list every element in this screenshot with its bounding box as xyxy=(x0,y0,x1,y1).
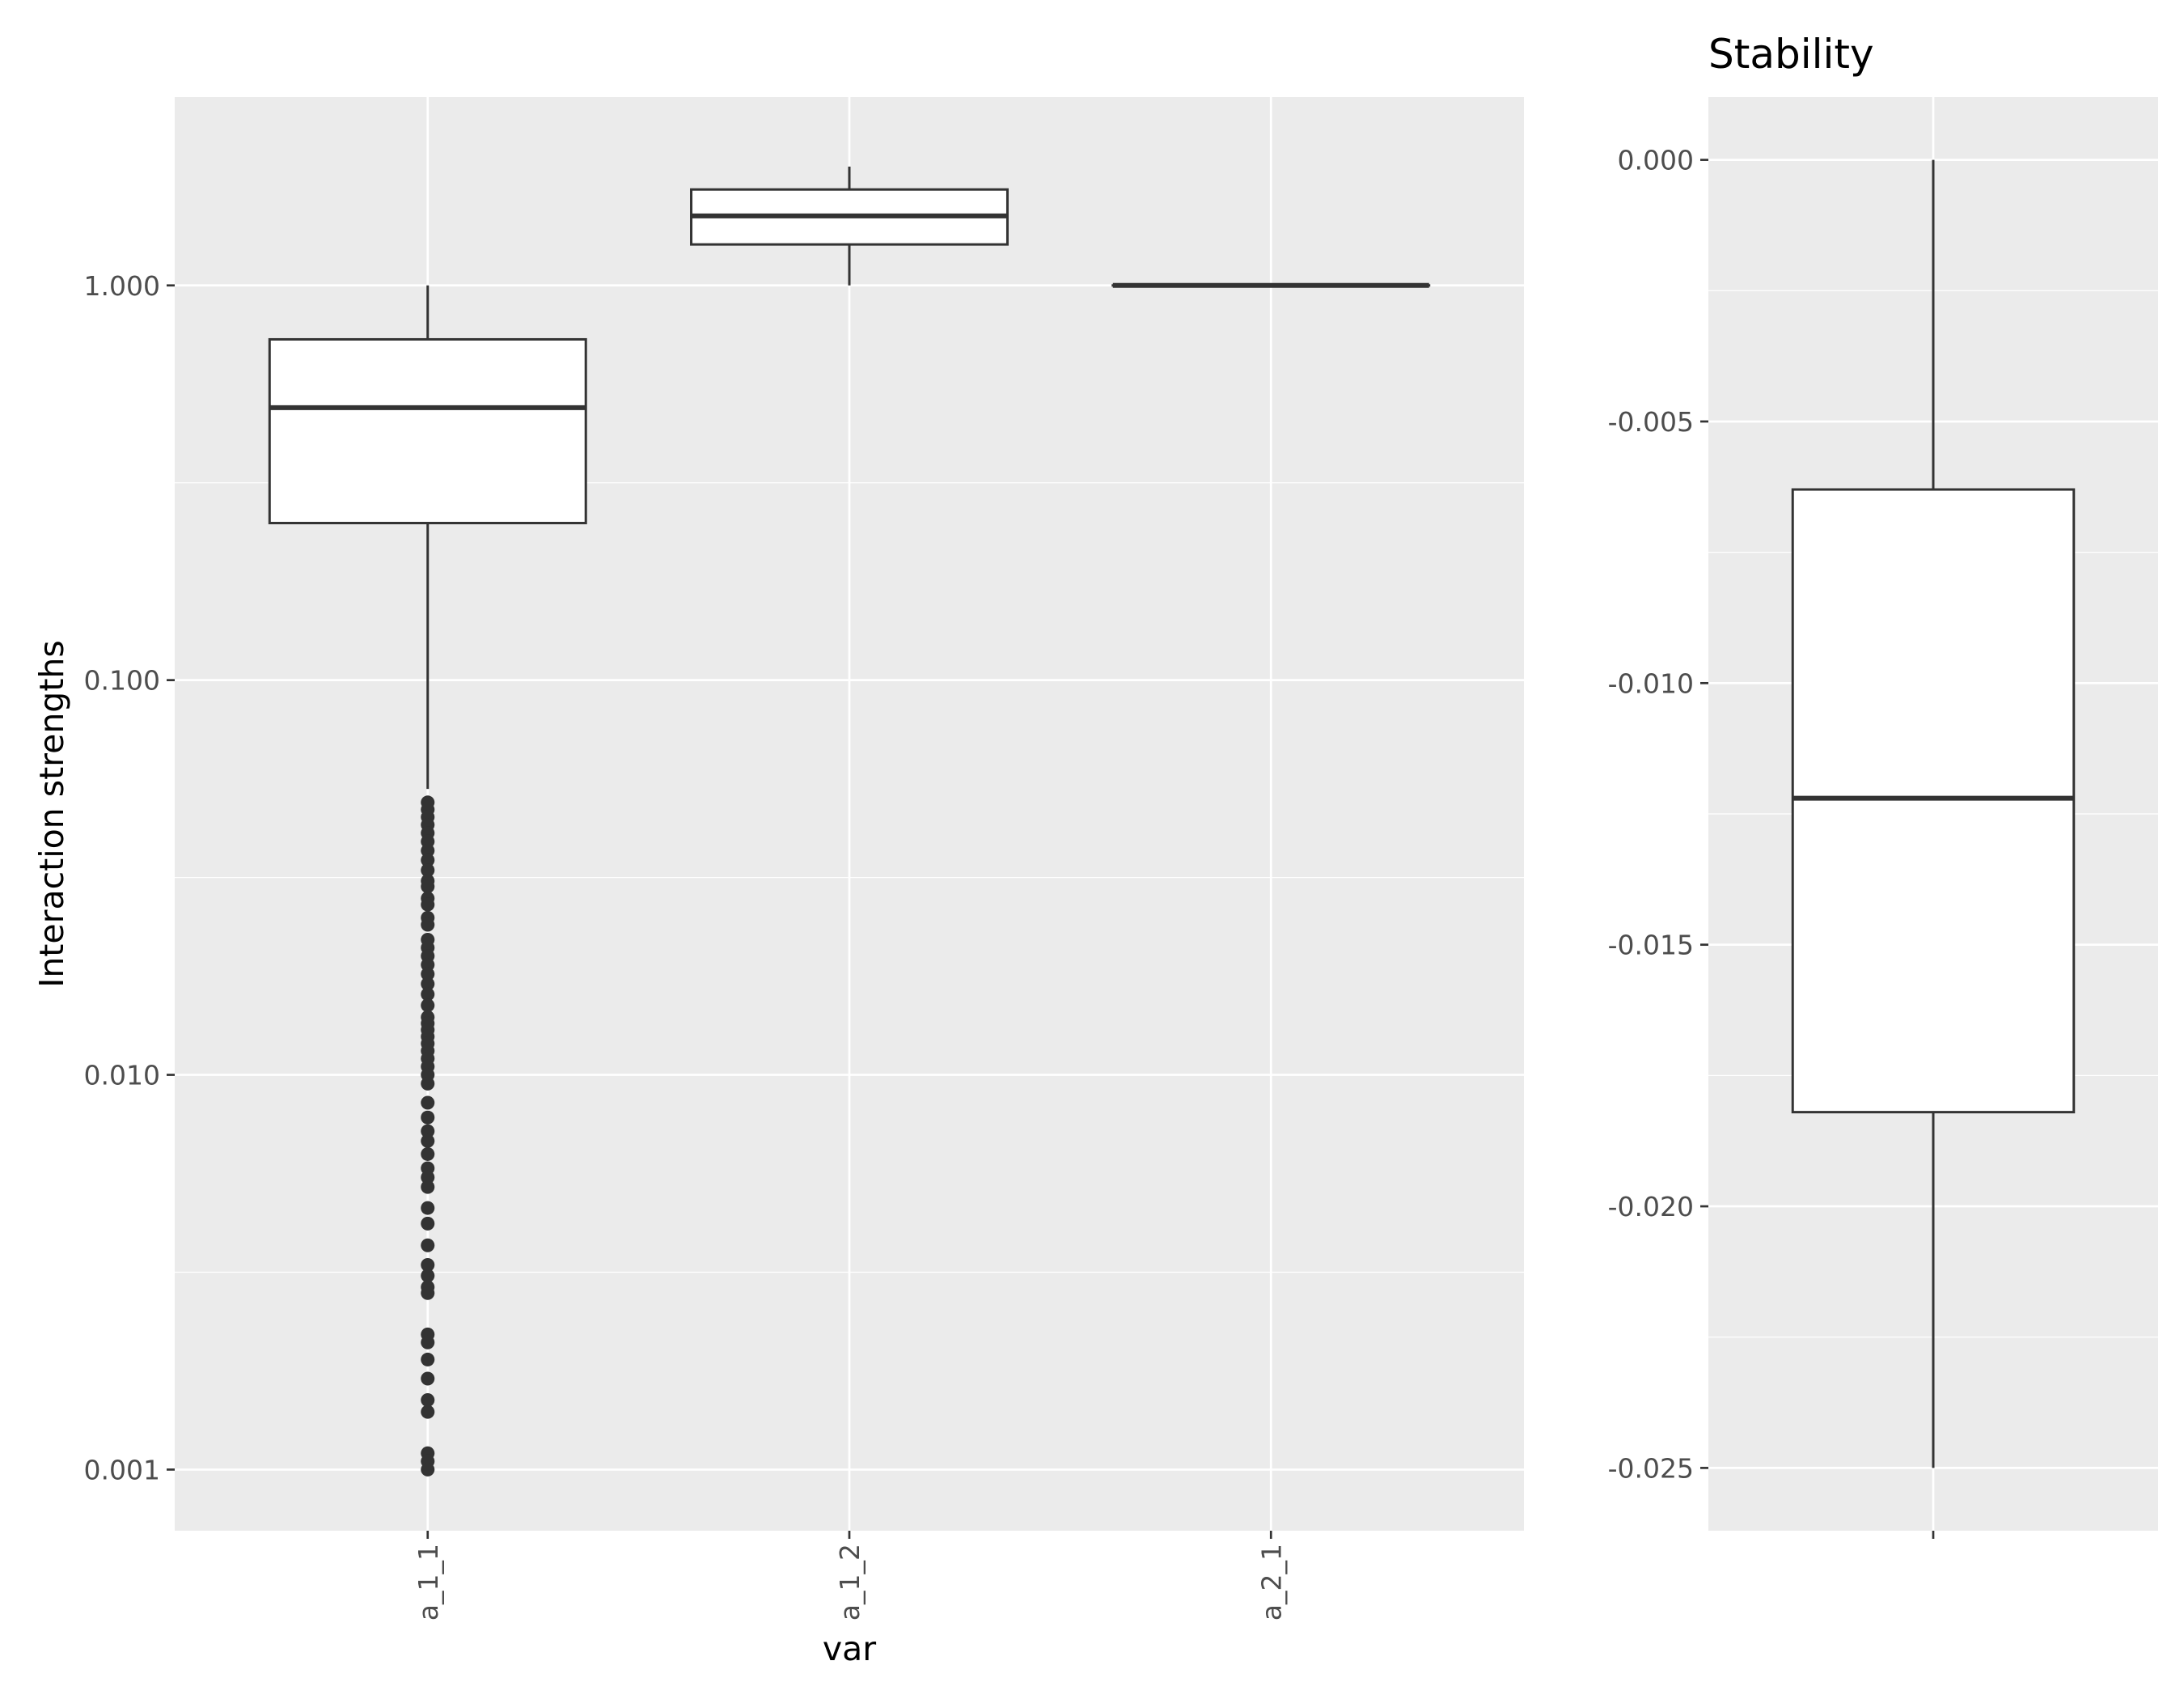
y-tick-label: 0.000 xyxy=(1618,145,1694,176)
boxplot-marks xyxy=(1791,159,2076,1468)
outlier-point xyxy=(421,1238,435,1252)
y-tick-label: 0.100 xyxy=(84,665,160,697)
outlier-point xyxy=(421,1076,435,1091)
outlier-point xyxy=(421,1110,435,1125)
outlier-point xyxy=(421,1146,435,1161)
outlier-point xyxy=(421,1335,435,1349)
panel-title: Stability xyxy=(1708,31,1874,78)
y-tick-label: 0.010 xyxy=(84,1060,160,1091)
outlier-point xyxy=(421,967,435,981)
boxplot-marks xyxy=(268,166,1431,1477)
outlier-point xyxy=(421,1462,435,1477)
outlier-point xyxy=(421,998,435,1013)
x-tick-label: a_1_2 xyxy=(834,1544,866,1621)
y-tick-label: -0.025 xyxy=(1608,1452,1694,1484)
outlier-point xyxy=(421,1286,435,1300)
outlier-point xyxy=(421,853,435,867)
outlier-point xyxy=(421,1257,435,1272)
outlier-point xyxy=(421,1124,435,1138)
outlier-point xyxy=(421,863,435,878)
x-tick-label: a_1_1 xyxy=(413,1544,444,1621)
outlier-point xyxy=(421,1393,435,1408)
y-tick-label: 0.001 xyxy=(84,1454,160,1485)
x-axis-ticks: a_1_1 a_1_2 a_2_1 xyxy=(413,1531,1287,1621)
y-tick-label: -0.010 xyxy=(1608,667,1694,699)
outlier-point xyxy=(421,1269,435,1283)
box-a_1_1 xyxy=(268,337,587,525)
outlier-point xyxy=(421,1352,435,1366)
x-tick-label: a_2_1 xyxy=(1255,1544,1287,1621)
y-tick-label: 1.000 xyxy=(84,270,160,302)
y-axis-title: Interaction strengths xyxy=(32,640,71,988)
outlier-point xyxy=(421,987,435,1002)
stability-box xyxy=(1791,488,2076,1114)
outlier-point xyxy=(421,897,435,912)
outlier-point xyxy=(421,1180,435,1194)
outlier-point xyxy=(421,1095,435,1110)
outlier-point xyxy=(421,1201,435,1215)
outlier-point xyxy=(421,843,435,858)
outlier-point xyxy=(421,1170,435,1184)
interaction-strengths-panel: 0.001 0.010 0.100 1.000 a_1_1 a_1_2 a_2_1 Int… xyxy=(32,97,1524,1668)
y-tick-label: -0.020 xyxy=(1608,1191,1694,1222)
outlier-point xyxy=(421,977,435,991)
outlier-point xyxy=(421,1216,435,1231)
y-axis-ticks: 0.000 -0.005 -0.010 -0.015 -0.020 -0.025 xyxy=(1608,145,1708,1484)
x-axis-title: var xyxy=(823,1629,876,1668)
y-tick-label: -0.015 xyxy=(1608,930,1694,961)
outlier-point xyxy=(421,1405,435,1419)
y-tick-label: -0.005 xyxy=(1608,406,1694,438)
outlier-point xyxy=(421,917,435,932)
outlier-point xyxy=(421,879,435,894)
stability-panel: Stability 0.000 -0.005 -0.010 -0.015 -0.020 -… xyxy=(1608,31,2158,1539)
outlier-point xyxy=(421,1371,435,1386)
y-axis-ticks: 0.001 0.010 0.100 1.000 xyxy=(84,270,175,1485)
outlier-point xyxy=(421,1133,435,1148)
